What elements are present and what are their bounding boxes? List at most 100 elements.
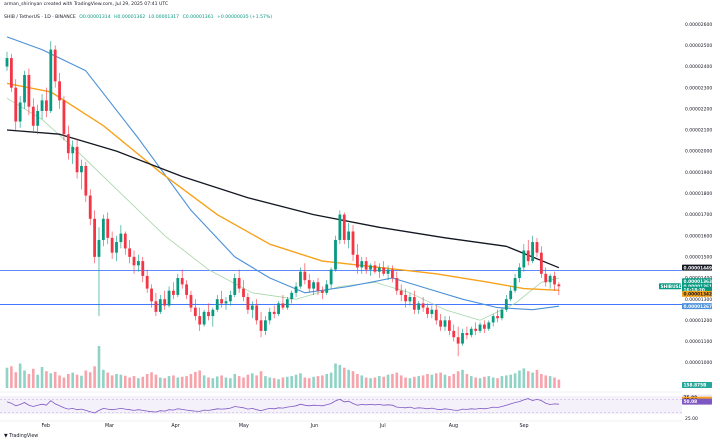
candle-body	[36, 110, 40, 126]
volume-bar	[58, 375, 61, 388]
candle-body	[277, 303, 280, 314]
candle-body	[176, 278, 180, 295]
candle-body	[119, 233, 123, 243]
volume-bar	[347, 369, 350, 388]
candle-body	[465, 333, 469, 336]
candle-body	[123, 233, 127, 249]
candle-body	[391, 269, 394, 279]
volume-bar	[531, 372, 534, 388]
volume-bar	[207, 377, 210, 388]
volume-bar	[329, 372, 333, 388]
candle-body	[373, 265, 377, 272]
volume-bar	[513, 373, 517, 388]
volume-bar	[242, 377, 245, 388]
candle-body	[430, 309, 434, 314]
price-tag: 0.00001449	[684, 265, 713, 271]
candle-body	[329, 269, 333, 285]
close-value: C0.00001361	[182, 15, 214, 20]
candle-body	[531, 242, 534, 262]
volume-bar	[27, 374, 31, 388]
candle-body	[294, 286, 298, 293]
volume-bar	[141, 376, 145, 388]
candle-body	[189, 294, 193, 308]
candle-body	[504, 299, 508, 310]
volume-bar	[36, 374, 39, 388]
candle-body	[154, 301, 158, 312]
volume-bar	[500, 376, 504, 388]
candle-body	[272, 311, 276, 314]
volume-bar	[163, 378, 166, 388]
volume-bar	[150, 372, 153, 388]
candle-body	[325, 284, 329, 293]
time-axis-tick-label: Jul	[379, 423, 386, 429]
rsi-band	[0, 396, 682, 414]
candle-body	[496, 316, 499, 319]
time-axis-tick-label: Jun	[310, 423, 319, 429]
price-tag: 0.00001267	[684, 304, 713, 310]
candle-body	[535, 242, 539, 253]
volume-bar	[316, 376, 320, 388]
candle-body	[399, 290, 403, 295]
price-axis-tick-label: 0.00002500	[685, 43, 712, 49]
candle-body	[45, 100, 48, 111]
volume-bar	[312, 376, 315, 388]
candle-body	[246, 297, 250, 310]
price-axis-tick-label: 0.00001200	[685, 318, 712, 324]
volume-bar	[102, 369, 105, 388]
candle-body	[53, 49, 57, 82]
candle-body	[316, 282, 320, 291]
price-tag-bg	[682, 290, 712, 297]
candle-body	[386, 269, 390, 274]
candle-body	[58, 81, 61, 101]
candle-body	[167, 290, 171, 306]
volume-layer	[5, 346, 561, 388]
rsi-layer	[0, 396, 682, 414]
volume-bar	[10, 366, 13, 388]
candle-body	[334, 239, 337, 270]
price-axis-tick-label: 0.00001600	[685, 233, 712, 239]
price-axis-tick-label: 0.00001700	[685, 212, 712, 218]
candle-body	[474, 328, 478, 331]
volume-bar	[145, 374, 149, 388]
author-credit: arman_shirinyan created with TradingView…	[4, 2, 169, 7]
volume-bar	[526, 371, 530, 388]
volume-bar	[31, 368, 35, 388]
candle-body	[255, 305, 259, 321]
candle-body	[439, 320, 443, 327]
volume-bar	[299, 373, 302, 388]
candle-body	[338, 214, 342, 240]
candle-body	[198, 316, 202, 325]
candle-body	[500, 309, 504, 319]
volume-bar	[268, 377, 272, 388]
moving-averages-layer	[6, 36, 560, 321]
volume-bar	[391, 374, 394, 388]
candle-body	[421, 303, 425, 308]
candle-body	[5, 58, 9, 67]
candle-body	[443, 320, 447, 327]
tradingview-logo[interactable]: ▼ TradingView	[4, 434, 38, 439]
volume-bar	[496, 378, 499, 388]
candle-body	[14, 87, 18, 122]
volume-bar	[5, 367, 9, 388]
candle-body	[312, 282, 315, 289]
candle-body	[115, 242, 118, 253]
volume-bar	[474, 377, 477, 388]
volume-bar	[185, 376, 188, 388]
volume-bar	[557, 379, 561, 388]
time-axis-tick-label: Mar	[105, 423, 114, 429]
volume-bar	[202, 375, 206, 388]
ma-black-line	[6, 129, 560, 269]
candle-body	[452, 330, 456, 338]
price-axis-tick-label: 0.00002300	[685, 85, 712, 91]
candle-body	[158, 299, 162, 312]
volume-bar	[404, 377, 407, 388]
volume-bar	[167, 376, 171, 388]
volume-bar	[88, 372, 92, 388]
volume-bar	[417, 376, 421, 388]
candle-body	[71, 146, 75, 154]
volume-bar	[294, 374, 298, 388]
candle-body	[128, 248, 132, 257]
candle-body	[290, 292, 294, 300]
candle-body	[369, 265, 372, 270]
